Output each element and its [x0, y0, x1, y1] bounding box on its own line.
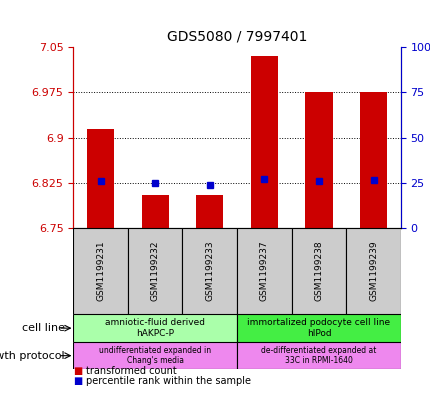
Bar — [141, 195, 169, 228]
Bar — [304, 92, 332, 228]
Text: GSM1199232: GSM1199232 — [150, 241, 159, 301]
Text: ■: ■ — [73, 366, 82, 376]
Text: immortalized podocyte cell line
hIPod: immortalized podocyte cell line hIPod — [247, 318, 390, 338]
Text: ■: ■ — [73, 376, 82, 386]
Bar — [237, 228, 291, 314]
Bar — [250, 56, 277, 228]
Text: amniotic-fluid derived
hAKPC-P: amniotic-fluid derived hAKPC-P — [105, 318, 205, 338]
Bar — [128, 228, 182, 314]
Text: transformed count: transformed count — [86, 366, 177, 376]
Text: cell line: cell line — [22, 323, 64, 333]
Bar — [359, 92, 386, 228]
Bar — [182, 228, 236, 314]
Bar — [87, 129, 114, 228]
Bar — [345, 228, 400, 314]
Bar — [237, 314, 400, 342]
Text: percentile rank within the sample: percentile rank within the sample — [86, 376, 251, 386]
Bar — [237, 342, 400, 369]
Text: undifferentiated expanded in
Chang's media: undifferentiated expanded in Chang's med… — [99, 346, 211, 365]
Text: GSM1199233: GSM1199233 — [205, 241, 214, 301]
Bar — [196, 195, 223, 228]
Title: GDS5080 / 7997401: GDS5080 / 7997401 — [166, 29, 307, 43]
Text: growth protocol: growth protocol — [0, 351, 64, 361]
Text: GSM1199237: GSM1199237 — [259, 241, 268, 301]
Bar — [73, 314, 236, 342]
Bar — [73, 342, 236, 369]
Text: GSM1199238: GSM1199238 — [314, 241, 322, 301]
Text: GSM1199231: GSM1199231 — [96, 241, 105, 301]
Text: de-differentiated expanded at
33C in RPMI-1640: de-differentiated expanded at 33C in RPM… — [261, 346, 376, 365]
Text: GSM1199239: GSM1199239 — [368, 241, 377, 301]
Bar — [73, 228, 128, 314]
Bar — [291, 228, 345, 314]
